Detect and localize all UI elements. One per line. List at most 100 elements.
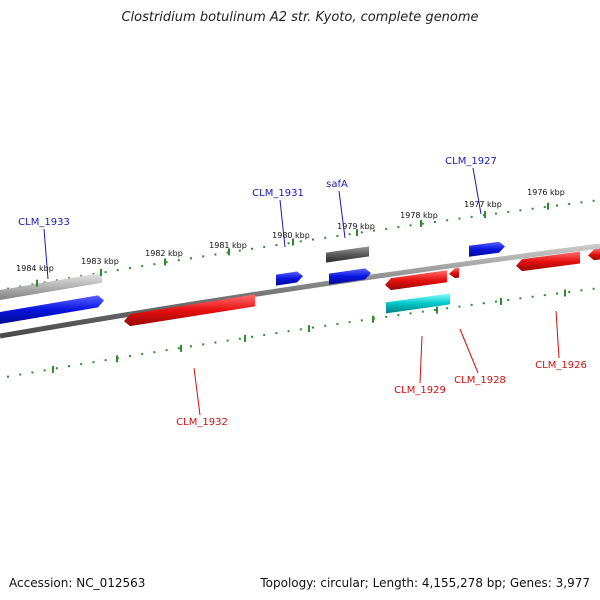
- track-dot: [287, 330, 290, 333]
- tick-track: [7, 199, 595, 378]
- tick-label: 1976 kbp: [527, 188, 565, 197]
- track-dot: [19, 285, 22, 288]
- major-tick-mark: [484, 211, 486, 219]
- gene-clm-1932-cds[interactable]: [124, 294, 255, 327]
- track-dot: [263, 245, 266, 248]
- track-dot: [580, 201, 583, 204]
- major-tick-mark: [420, 219, 422, 227]
- track-dot: [129, 355, 131, 358]
- track-dot: [275, 332, 278, 335]
- gene-safa-cds[interactable]: [329, 268, 371, 285]
- track-dot: [202, 343, 205, 346]
- major-tick-mark: [292, 238, 294, 246]
- lower-tick-mark: [436, 306, 438, 314]
- gene-safa-pseudo[interactable]: [326, 246, 369, 263]
- genes-layer: [0, 241, 600, 327]
- track-dot: [263, 333, 266, 336]
- track-dot: [385, 227, 388, 230]
- kbp-ticks: 1976 kbp 1977 kbp 1978 kbp 1979 kbp 1980 kbp…: [16, 188, 566, 373]
- gene-label-clm-1927[interactable]: CLM_1927: [445, 156, 497, 167]
- track-dot: [238, 337, 241, 340]
- track-dot: [43, 369, 46, 372]
- track-dot: [458, 305, 461, 308]
- track-dot: [177, 259, 180, 262]
- gene-label-clm-1933[interactable]: CLM_1933: [18, 217, 70, 228]
- track-dot: [129, 267, 131, 270]
- gene-label-clm-1928[interactable]: CLM_1928: [454, 375, 506, 386]
- tick-label: 1978 kbp: [400, 211, 438, 220]
- gene-label-clm-1929[interactable]: CLM_1929: [394, 385, 446, 396]
- track-dot: [55, 279, 58, 282]
- track-dot: [214, 253, 217, 256]
- track-dot: [373, 229, 375, 232]
- track-dot: [580, 289, 583, 292]
- track-dot: [165, 261, 168, 264]
- track-dot: [397, 314, 400, 317]
- track-dot: [153, 351, 156, 354]
- gene-label-clm-1932[interactable]: CLM_1932: [176, 417, 228, 428]
- lower-tick-mark: [180, 344, 182, 352]
- track-dot: [519, 297, 522, 300]
- track-dot: [434, 308, 436, 311]
- tick-label: 1983 kbp: [81, 257, 119, 266]
- gene-label-safa[interactable]: safA: [326, 179, 348, 190]
- track-dot: [92, 361, 95, 364]
- gene-clm-1925-cds[interactable]: [588, 248, 600, 261]
- track-dot: [80, 363, 83, 366]
- track-dot: [482, 302, 485, 305]
- lower-tick-mark: [308, 325, 310, 333]
- track-dot: [68, 277, 70, 280]
- track-dot: [177, 347, 180, 350]
- track-dot: [153, 263, 156, 266]
- label-leader-line: [43, 228, 49, 280]
- tick-label: 1984 kbp: [16, 264, 54, 273]
- major-tick-mark: [36, 279, 38, 287]
- gene-label-clm-1931[interactable]: CLM_1931: [252, 188, 304, 199]
- gene-clm-1927-cds[interactable]: [469, 241, 505, 257]
- track-dot: [470, 303, 473, 306]
- track-dot: [324, 324, 327, 327]
- track-dot: [495, 300, 497, 303]
- gene-label-clm-1926[interactable]: CLM_1926: [535, 360, 587, 371]
- track-dot: [446, 219, 449, 222]
- track-dot: [592, 199, 595, 202]
- major-tick-mark: [164, 258, 166, 266]
- track-dot: [336, 234, 339, 237]
- tick-label: 1980 kbp: [272, 231, 310, 240]
- track-dot: [68, 365, 70, 368]
- track-dot: [519, 209, 522, 212]
- gene-clm-1926-cds[interactable]: [516, 251, 580, 272]
- track-dot: [299, 240, 302, 243]
- gene-clm-1928-cds[interactable]: [449, 267, 459, 279]
- tick-label: 1977 kbp: [464, 200, 502, 209]
- gene-clm-1929-cds[interactable]: [385, 270, 447, 291]
- track-dot: [421, 222, 424, 225]
- label-leader-line: [193, 367, 201, 416]
- track-dot: [312, 326, 314, 329]
- track-dot: [43, 281, 46, 284]
- track-dot: [385, 315, 388, 318]
- track-dot: [299, 328, 302, 331]
- track-dot: [165, 349, 168, 352]
- track-dot: [556, 292, 558, 295]
- gene-clm-1933-grey[interactable]: [0, 272, 102, 300]
- major-tick-mark: [100, 268, 102, 276]
- track-dot: [397, 226, 400, 229]
- gene-clm-1933-cds[interactable]: [0, 295, 104, 324]
- label-leader-line: [472, 167, 482, 215]
- map-title: Clostridium botulinum A2 str. Kyoto, com…: [121, 10, 479, 25]
- gene-clm-1929-rna[interactable]: [386, 293, 450, 314]
- genome-stats-text: Topology: circular; Length: 4,155,278 bp…: [260, 576, 590, 590]
- track-dot: [543, 206, 546, 209]
- gene-clm-1931-cds[interactable]: [276, 271, 303, 286]
- major-tick-mark: [356, 229, 358, 237]
- track-dot: [543, 294, 546, 297]
- track-dot: [409, 224, 412, 227]
- track-dot: [470, 215, 473, 218]
- track-dot: [141, 265, 144, 268]
- track-dot: [507, 210, 510, 213]
- track-dot: [104, 271, 107, 274]
- track-dot: [238, 249, 241, 252]
- track-dot: [336, 322, 339, 325]
